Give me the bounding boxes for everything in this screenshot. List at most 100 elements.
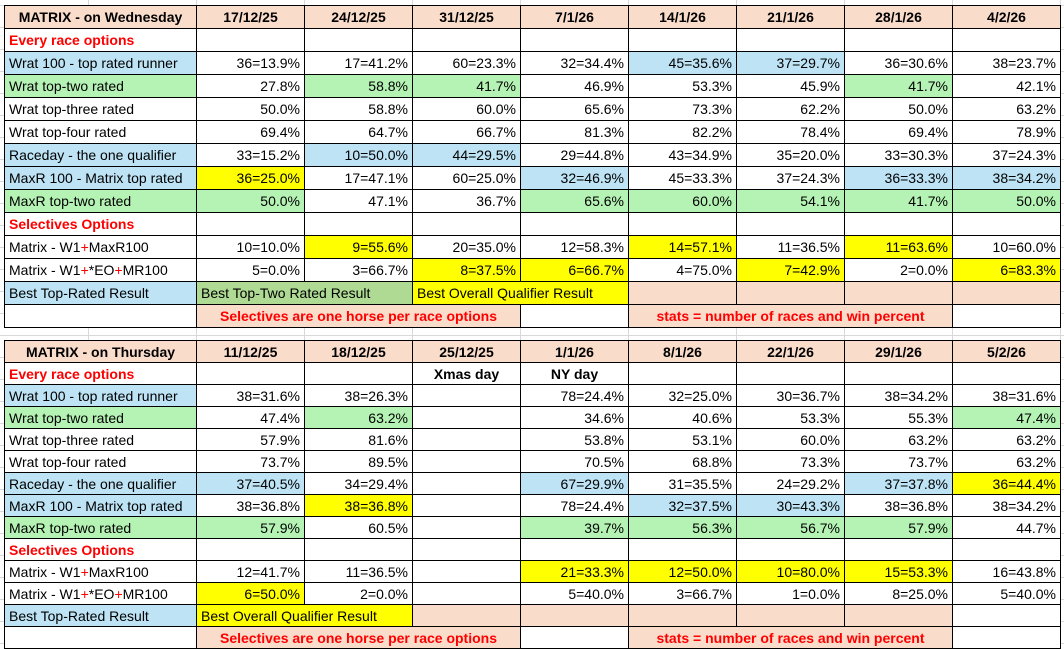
data-cell[interactable]: 38=31.6% xyxy=(952,384,1061,407)
data-cell[interactable]: 64.7% xyxy=(304,120,413,144)
data-cell[interactable]: 57.9% xyxy=(196,516,305,539)
data-cell[interactable]: 41.7% xyxy=(412,74,521,98)
empty-cell[interactable] xyxy=(628,281,737,305)
best-result-banner[interactable]: Best Overall Qualifier Result xyxy=(412,281,629,305)
empty-cell[interactable] xyxy=(196,538,305,561)
data-cell[interactable]: 32=25.0% xyxy=(628,384,737,407)
empty-cell[interactable] xyxy=(952,604,1061,627)
empty-cell[interactable] xyxy=(196,362,305,385)
data-cell[interactable]: 78=24.4% xyxy=(520,384,629,407)
date-header-cell[interactable]: 1/1/26 xyxy=(520,340,629,363)
data-cell[interactable]: 15=53.3% xyxy=(844,560,953,583)
data-cell[interactable]: 11=63.6% xyxy=(844,235,953,259)
footer-note-banner[interactable]: Selectives are one horse per race option… xyxy=(196,304,521,328)
data-cell[interactable]: 81.6% xyxy=(304,428,413,451)
data-cell[interactable]: 29=44.8% xyxy=(520,143,629,167)
data-cell[interactable]: 27.8% xyxy=(196,74,305,98)
data-cell[interactable]: 43=34.9% xyxy=(628,143,737,167)
best-result-banner[interactable]: Best Top-Two Rated Result xyxy=(196,281,413,305)
data-cell[interactable]: 60=23.3% xyxy=(412,51,521,75)
data-cell[interactable]: 10=50.0% xyxy=(304,143,413,167)
row-label[interactable]: Raceday - the one qualifier xyxy=(4,143,197,167)
data-cell[interactable]: 16=43.8% xyxy=(952,560,1061,583)
data-cell[interactable]: 38=23.7% xyxy=(952,51,1061,75)
data-cell[interactable]: 38=34.2% xyxy=(952,494,1061,517)
footer-note-banner[interactable]: stats = number of races and win percent xyxy=(628,304,953,328)
data-cell[interactable]: 24=29.2% xyxy=(736,472,845,495)
data-cell[interactable]: 44=29.5% xyxy=(412,143,521,167)
data-cell[interactable]: 50.0% xyxy=(844,97,953,121)
empty-cell[interactable] xyxy=(952,304,1061,328)
data-cell[interactable]: 47.4% xyxy=(196,406,305,429)
data-cell[interactable]: 54.1% xyxy=(736,189,845,213)
empty-cell[interactable] xyxy=(628,28,737,52)
data-cell[interactable]: 60.5% xyxy=(304,516,413,539)
data-cell[interactable]: 38=36.8% xyxy=(196,494,305,517)
row-label[interactable]: MaxR top-two rated xyxy=(4,516,197,539)
data-cell[interactable]: 40.6% xyxy=(628,406,737,429)
data-cell[interactable]: 73.7% xyxy=(196,450,305,473)
data-cell[interactable]: 42.1% xyxy=(952,74,1061,98)
empty-cell[interactable] xyxy=(304,212,413,236)
empty-cell[interactable] xyxy=(304,28,413,52)
data-cell[interactable]: 34=29.4% xyxy=(304,472,413,495)
empty-cell[interactable] xyxy=(844,281,953,305)
empty-cell[interactable] xyxy=(304,362,413,385)
empty-cell[interactable] xyxy=(628,212,737,236)
data-cell[interactable]: 78.4% xyxy=(736,120,845,144)
data-cell[interactable]: 38=34.2% xyxy=(952,166,1061,190)
data-cell[interactable]: 60.0% xyxy=(412,97,521,121)
data-cell[interactable] xyxy=(412,582,521,605)
best-result-banner[interactable]: Best Overall Qualifier Result xyxy=(196,604,413,627)
data-cell[interactable]: 41.7% xyxy=(844,189,953,213)
section-label[interactable]: Every race options xyxy=(4,28,197,52)
row-label[interactable]: Raceday - the one qualifier xyxy=(4,472,197,495)
empty-cell[interactable] xyxy=(628,362,737,385)
data-cell[interactable]: 8=37.5% xyxy=(412,258,521,282)
data-cell[interactable] xyxy=(412,472,521,495)
data-cell[interactable]: 70.5% xyxy=(520,450,629,473)
data-cell[interactable]: 50.0% xyxy=(196,189,305,213)
empty-cell[interactable] xyxy=(952,212,1061,236)
empty-cell[interactable] xyxy=(304,538,413,561)
data-cell[interactable]: 32=34.4% xyxy=(520,51,629,75)
data-cell[interactable]: 36=30.6% xyxy=(844,51,953,75)
data-cell[interactable] xyxy=(412,384,521,407)
row-label[interactable]: Best Top-Rated Result xyxy=(4,281,197,305)
date-header-cell[interactable]: 7/1/26 xyxy=(520,5,629,29)
data-cell[interactable] xyxy=(412,450,521,473)
data-cell[interactable]: 81.3% xyxy=(520,120,629,144)
section-label[interactable]: Selectives Options xyxy=(4,538,197,561)
data-cell[interactable]: 63.2% xyxy=(952,97,1061,121)
data-cell[interactable]: 36=44.4% xyxy=(952,472,1061,495)
data-cell[interactable]: 63.2% xyxy=(304,406,413,429)
row-label[interactable]: Wrat 100 - top rated runner xyxy=(4,51,197,75)
empty-cell[interactable] xyxy=(736,28,845,52)
data-cell[interactable]: 65.6% xyxy=(520,97,629,121)
data-cell[interactable]: 68.8% xyxy=(628,450,737,473)
data-cell[interactable]: 39.7% xyxy=(520,516,629,539)
empty-cell[interactable] xyxy=(736,212,845,236)
data-cell[interactable]: 38=34.2% xyxy=(844,384,953,407)
data-cell[interactable]: 53.1% xyxy=(628,428,737,451)
data-cell[interactable]: 46.9% xyxy=(520,74,629,98)
date-header-cell[interactable]: 8/1/26 xyxy=(628,340,737,363)
empty-cell[interactable] xyxy=(628,538,737,561)
empty-cell[interactable] xyxy=(4,304,197,328)
data-cell[interactable]: 12=58.3% xyxy=(520,235,629,259)
data-cell[interactable]: 45=35.6% xyxy=(628,51,737,75)
data-cell[interactable]: 6=50.0% xyxy=(196,582,305,605)
data-cell[interactable]: 2=0.0% xyxy=(304,582,413,605)
data-cell[interactable]: 55.3% xyxy=(844,406,953,429)
data-cell[interactable]: 45=33.3% xyxy=(628,166,737,190)
empty-cell[interactable] xyxy=(844,604,953,627)
empty-cell[interactable] xyxy=(844,362,953,385)
data-cell[interactable]: 53.8% xyxy=(520,428,629,451)
data-cell[interactable] xyxy=(412,516,521,539)
row-label[interactable]: MaxR top-two rated xyxy=(4,189,197,213)
empty-cell[interactable] xyxy=(736,538,845,561)
data-cell[interactable]: 17=47.1% xyxy=(304,166,413,190)
empty-cell[interactable] xyxy=(844,212,953,236)
data-cell[interactable]: 36=13.9% xyxy=(196,51,305,75)
row-label[interactable]: Wrat 100 - top rated runner xyxy=(4,384,197,407)
